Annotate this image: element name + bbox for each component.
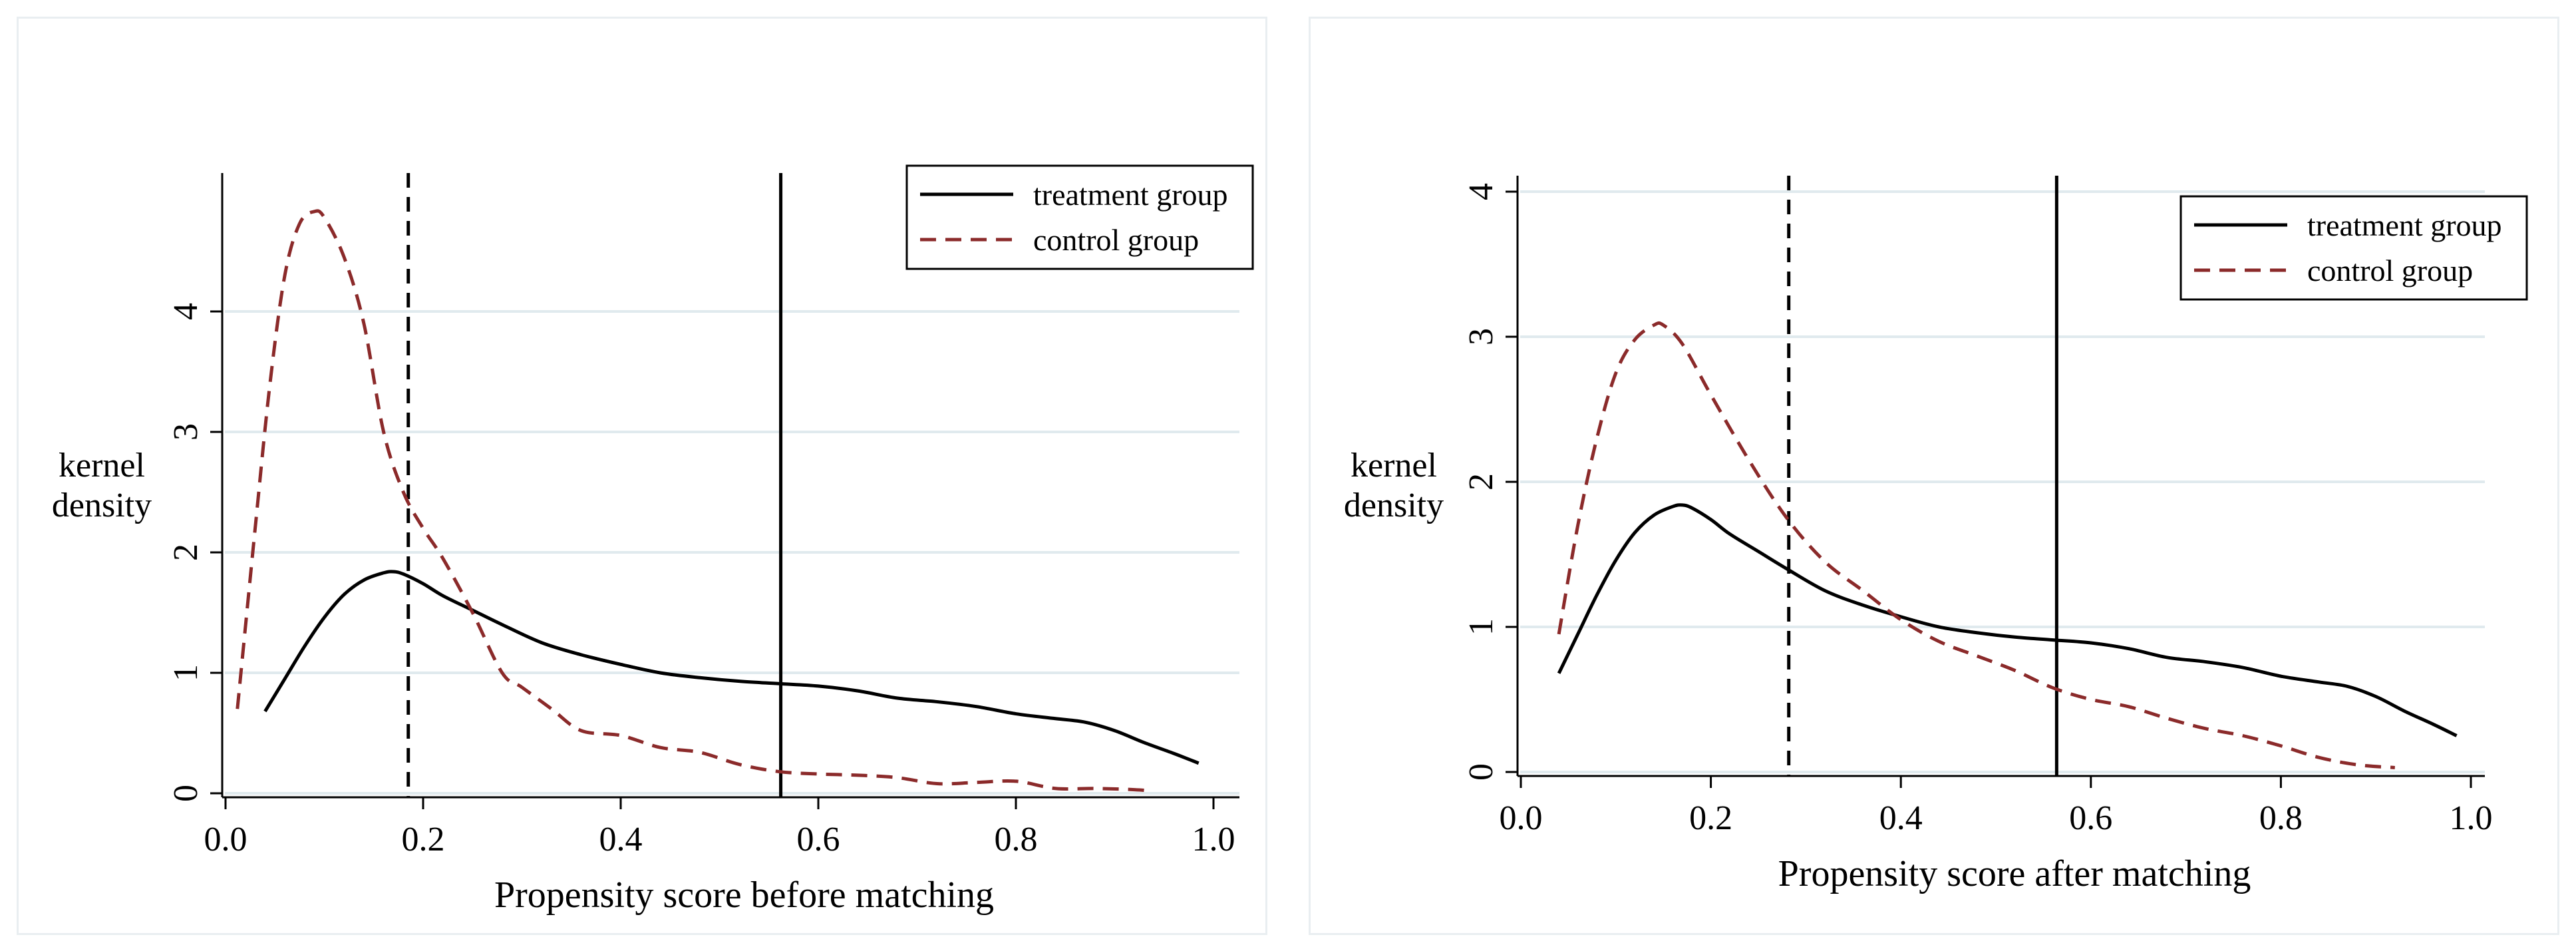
- legend: [905, 164, 1254, 270]
- y-tick-label: 1: [1462, 618, 1500, 636]
- y-tick-label: 4: [1462, 183, 1500, 200]
- x-tick-label: 0.6: [2069, 799, 2112, 837]
- x-tick-label: 0.0: [1500, 799, 1543, 837]
- x-tick-label: 0.6: [797, 821, 840, 858]
- y-axis-label: density: [1344, 486, 1444, 524]
- control-group-line: [236, 209, 1150, 793]
- x-axis-label: Propensity score after matching: [1778, 853, 2251, 894]
- legend-label: treatment group: [2307, 208, 2502, 242]
- legend-label: control group: [2307, 254, 2473, 287]
- x-tick-label: 1.0: [2450, 799, 2493, 837]
- x-tick-label: 0.2: [402, 821, 445, 858]
- x-tick-label: 0.2: [1689, 799, 1732, 837]
- y-tick-label: 3: [167, 423, 205, 441]
- legend: [2179, 195, 2528, 301]
- y-tick-label: 3: [1462, 328, 1500, 345]
- y-axis-label: kernel: [1351, 447, 1437, 484]
- chart-panel-after: 0.0 0.2 0.4 0.6 0.8 1.0 0 1 2 3 4 kernel density Prop…: [1309, 17, 2559, 935]
- x-tick-label: 0.8: [2259, 799, 2303, 837]
- x-tick-label: 0.0: [204, 821, 247, 858]
- y-tick-label: 4: [167, 303, 205, 320]
- legend-label: control group: [1033, 223, 1199, 257]
- control-group-line: [1557, 321, 2395, 769]
- x-axis-label: Propensity score before matching: [494, 874, 994, 916]
- y-tick-label: 1: [167, 664, 205, 681]
- x-tick-label: 0.8: [995, 821, 1038, 858]
- chart-panel-before: 0.0 0.2 0.4 0.6 0.8 1.0 0 1 2 3 4 kernel density Prop…: [17, 17, 1267, 935]
- treatment-group-line: [1557, 503, 2458, 737]
- y-axis-label: density: [52, 486, 152, 524]
- x-tick-label: 1.0: [1192, 821, 1235, 858]
- y-tick-label: 0: [167, 785, 205, 802]
- x-tick-label: 0.4: [1879, 799, 1923, 837]
- legend-label: treatment group: [1033, 178, 1228, 212]
- y-axis-label: kernel: [59, 447, 145, 484]
- treatment-group-line: [263, 570, 1200, 765]
- y-tick-label: 2: [167, 544, 205, 561]
- x-tick-label: 0.4: [599, 821, 643, 858]
- y-tick-label: 2: [1462, 473, 1500, 490]
- y-tick-label: 0: [1462, 763, 1500, 781]
